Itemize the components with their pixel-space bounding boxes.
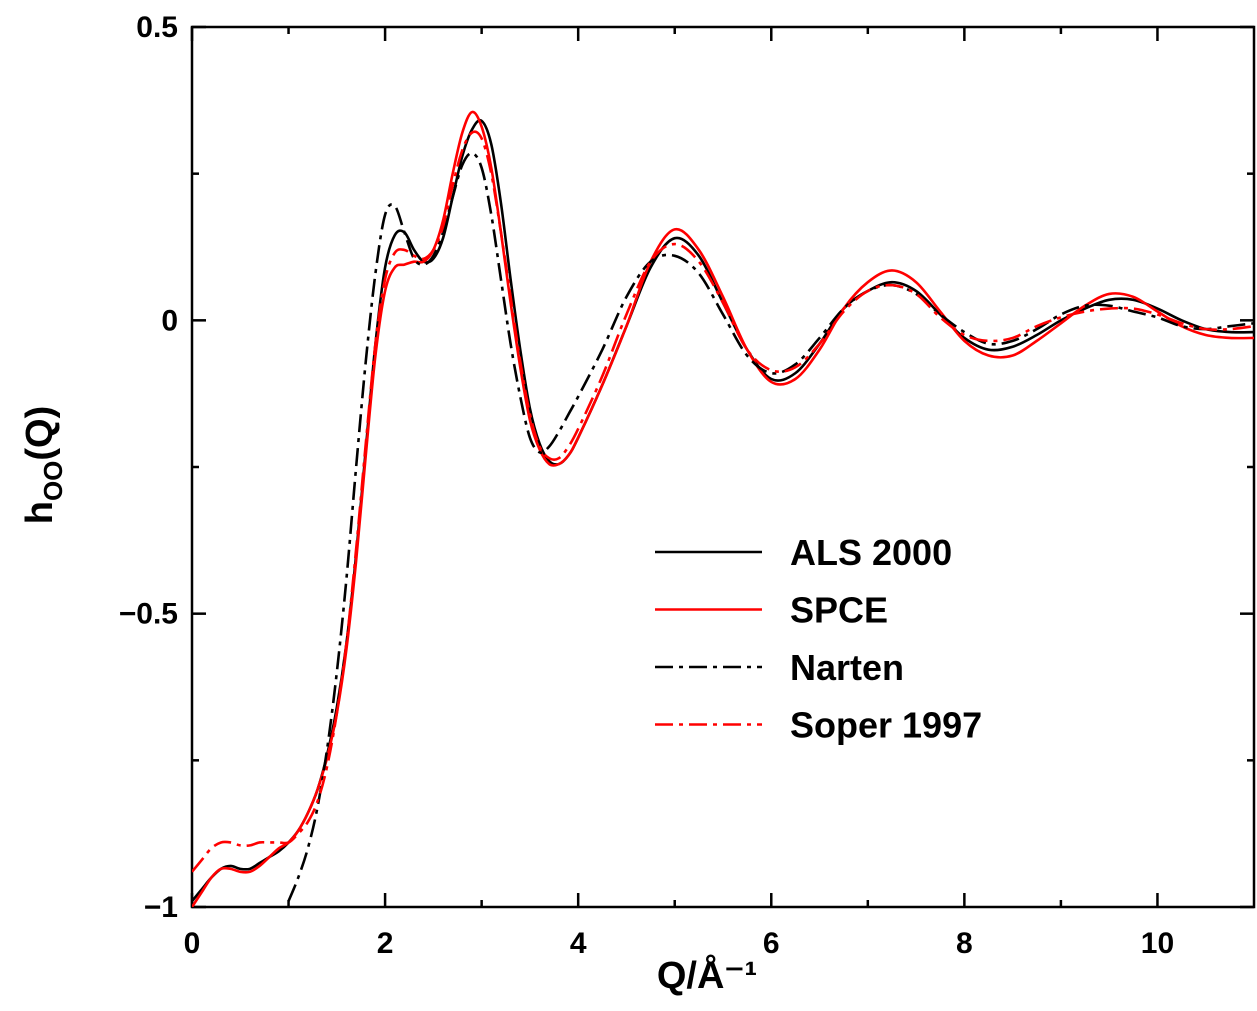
series-line bbox=[192, 130, 1254, 873]
y-tick-label: −1 bbox=[144, 891, 178, 924]
x-axis-label: Q/Å⁻¹ bbox=[657, 953, 757, 997]
x-tick-label: 0 bbox=[184, 927, 201, 960]
y-tick-label: 0.5 bbox=[136, 11, 178, 44]
y-tick-label: 0 bbox=[161, 304, 178, 337]
x-tick-label: 2 bbox=[377, 927, 394, 960]
y-axis-label: hOO(Q) bbox=[19, 406, 68, 525]
y-tick-label: −0.5 bbox=[119, 598, 178, 631]
x-tick-label: 8 bbox=[956, 927, 973, 960]
x-tick-label: 10 bbox=[1141, 927, 1174, 960]
legend-label: SPCE bbox=[790, 590, 888, 631]
x-tick-label: 4 bbox=[570, 927, 587, 960]
y-label-sub: OO bbox=[38, 461, 68, 501]
x-tick-label: 6 bbox=[763, 927, 780, 960]
plot-frame bbox=[190, 25, 1256, 909]
series-line bbox=[287, 151, 1254, 902]
legend-label: Narten bbox=[790, 647, 904, 688]
series-line bbox=[192, 119, 1254, 902]
y-label-rest: (Q) bbox=[19, 406, 61, 461]
y-label-main: h bbox=[19, 501, 61, 524]
legend-label: Soper 1997 bbox=[790, 705, 982, 746]
legend-label: ALS 2000 bbox=[790, 532, 952, 573]
